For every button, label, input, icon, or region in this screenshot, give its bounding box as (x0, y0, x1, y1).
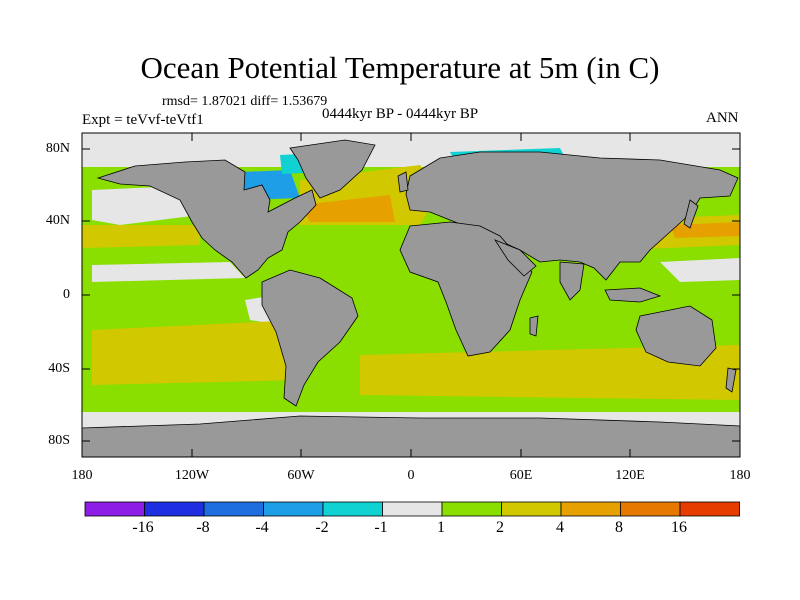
map-title: Ocean Potential Temperature at 5m (in C) (140, 50, 660, 85)
colorbar-label: -8 (196, 519, 210, 536)
west-pacific-warm (82, 225, 200, 248)
lon-tick-120w: 120W (174, 468, 210, 483)
australia (635, 305, 717, 367)
lat-tick-marks (82, 148, 740, 442)
colorbar-swatch (501, 501, 562, 517)
colorbar-label: -1 (374, 519, 388, 536)
lat-tick-0: 0 (63, 287, 70, 302)
colorbar-label: 8 (615, 519, 623, 536)
lon-tick-marks (81, 133, 741, 457)
east-pacific-grey (92, 262, 245, 282)
africa (399, 221, 533, 357)
colorbar-swatch (560, 501, 621, 517)
greenland (289, 139, 376, 199)
india (559, 261, 585, 301)
lon-tick-0: 0 (407, 468, 415, 483)
gulf-stream-warm (300, 195, 395, 222)
continents (81, 139, 741, 458)
colorbar-swatch (679, 501, 740, 517)
colorbar-label: 2 (496, 519, 504, 536)
south-america (261, 269, 359, 407)
period-label: 0444kyr BP - 0444kyr BP (322, 106, 479, 122)
lat-tick-40n: 40N (45, 213, 70, 228)
lat-tick-40s: 40S (48, 361, 70, 376)
colorbar-label: 16 (671, 519, 687, 536)
lon-tick-180e: 180 (729, 468, 751, 483)
colorbar (84, 501, 740, 517)
colorbar-label: -4 (255, 519, 269, 536)
colorbar-label: 1 (437, 519, 445, 536)
stats-label: rmsd= 1.87021 diff= 1.53679 (162, 94, 328, 109)
lon-tick-180w: 180 (71, 468, 93, 483)
colorbar-swatch (620, 501, 681, 517)
uk (397, 171, 409, 193)
colorbar-label: -16 (132, 519, 154, 536)
colorbar-swatch (382, 501, 443, 517)
colorbar-label: -2 (315, 519, 329, 536)
indonesia (604, 287, 662, 303)
colorbar-swatch (203, 501, 264, 517)
arabia (493, 239, 537, 277)
colorbar-swatch (144, 501, 205, 517)
colorbar-swatch (84, 501, 145, 517)
colorbar-swatch (263, 501, 324, 517)
south-indian-warm (360, 345, 740, 400)
lon-tick-120e: 120E (615, 468, 645, 483)
madagascar (529, 315, 539, 337)
lat-tick-80n: 80N (45, 141, 70, 156)
lon-tick-60e: 60E (509, 468, 533, 483)
south-pacific-warm (92, 320, 300, 385)
colorbar-label: 4 (556, 519, 564, 536)
north-america (96, 159, 317, 279)
colorbar-swatch (441, 501, 502, 517)
japan (683, 199, 699, 229)
season-label: ANN (706, 110, 739, 126)
west-pacific-grey (660, 258, 740, 282)
lon-tick-60w: 60W (287, 468, 315, 483)
colorbar-swatch (322, 501, 383, 517)
experiment-label: Expt = teVvf-teVtf1 (82, 112, 204, 128)
lat-tick-80s: 80S (48, 433, 70, 448)
